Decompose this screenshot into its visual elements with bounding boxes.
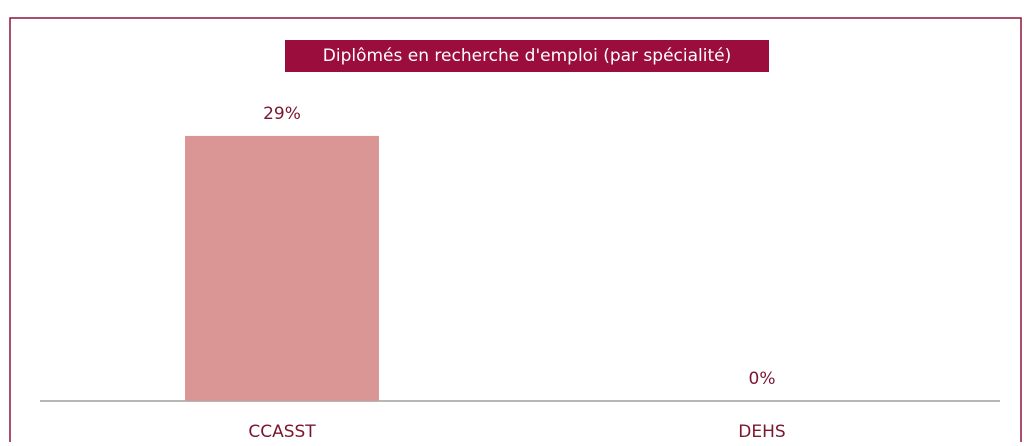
chart-title: Diplômés en recherche d'emploi (par spéc… [323, 46, 731, 66]
bar [185, 135, 379, 401]
x-tick-label: CCASST [248, 422, 316, 442]
value-label: 0% [749, 369, 776, 389]
frame [9, 17, 1022, 446]
x-tick-label: DEHS [738, 422, 785, 442]
value-label: 29% [263, 104, 301, 124]
title-box [285, 40, 769, 72]
